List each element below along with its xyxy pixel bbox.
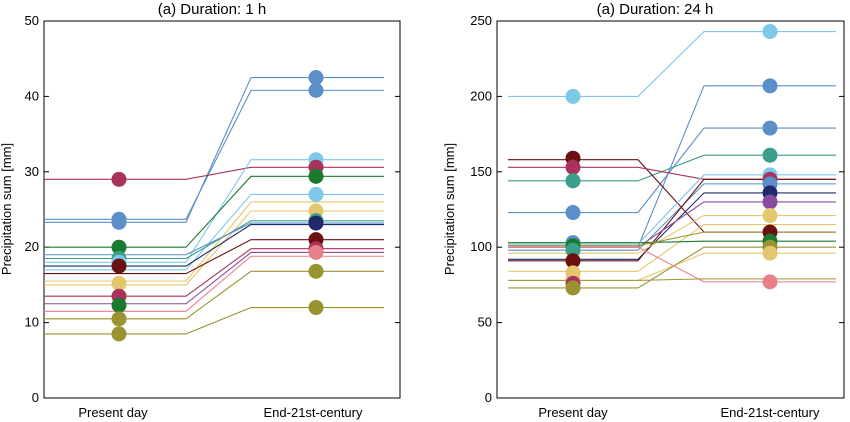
series-line [508,127,836,214]
y-tick-label: 20 [25,239,39,254]
y-tick-label: 50 [25,13,39,28]
x-tick-label-future: End-21st-century [264,405,363,420]
data-point-future [308,70,324,86]
data-point-future [308,215,324,231]
series-line [508,246,836,283]
series-line [508,159,836,233]
series-line [508,154,836,182]
y-axis-label: Precipitation sum [mm] [442,143,457,275]
series-line [508,31,836,97]
plot-frame [496,20,845,399]
data-point-present [111,275,127,291]
y-axis-ticks: 0 50 100 150 200 250 [470,13,844,405]
chart-panel-1h: (a) Duration: 1 h Precipitation sum [mm]… [0,1,401,420]
chart-panel-24h: (a) Duration: 24 h Precipitation sum [mm… [442,1,845,420]
series-line [44,89,384,220]
y-tick-label: 250 [470,13,492,28]
data-point-present [565,280,581,296]
data-point-future [308,186,324,202]
series-line [508,278,836,281]
data-point-future [762,120,778,136]
data-point-present [111,297,127,313]
data-point-present [565,173,581,189]
data-point-present [111,326,127,342]
x-tick-label-future: End-21st-century [721,405,820,420]
data-point-present [565,253,581,269]
data-point-present [565,88,581,104]
series-line [44,222,384,256]
data-point-future [762,274,778,290]
series-markers [565,24,778,296]
series-line [508,183,836,251]
data-point-future [308,82,324,98]
data-point-future [762,194,778,210]
series-lines [508,31,836,289]
series-line [44,166,384,180]
data-point-future [762,24,778,40]
y-tick-label: 150 [470,164,492,179]
plot-frame [43,20,401,399]
series-line [44,77,384,223]
data-point-future [762,78,778,94]
data-point-present [111,211,127,227]
y-tick-label: 40 [25,88,39,103]
y-tick-label: 100 [470,239,492,254]
x-tick-label-present: Present day [78,405,148,420]
y-axis-label: Precipitation sum [mm] [0,143,14,275]
y-axis-ticks: 0 10 20 30 40 50 [25,13,400,405]
data-point-present [565,205,581,221]
y-tick-label: 50 [478,315,492,330]
series-line [508,85,836,248]
chart-title: (a) Duration: 24 h [597,1,714,18]
series-line [44,224,384,267]
y-tick-label: 0 [32,390,39,405]
data-point-present [111,239,127,255]
data-point-present [111,311,127,327]
data-point-present [565,159,581,175]
y-tick-label: 30 [25,164,39,179]
data-point-future [308,300,324,316]
data-point-future [762,245,778,261]
y-tick-label: 200 [470,88,492,103]
data-point-present [111,258,127,274]
y-tick-label: 0 [485,390,492,405]
data-point-present [111,171,127,187]
series-line [508,192,836,260]
chart-title: (a) Duration: 1 h [158,1,266,18]
data-point-future [308,263,324,279]
series-markers [111,70,324,342]
data-point-future [762,208,778,224]
data-point-future [308,244,324,260]
y-tick-label: 10 [25,315,39,330]
series-line [508,178,836,262]
data-point-future [762,147,778,163]
data-point-future [308,168,324,184]
series-line [508,240,836,244]
data-point-present [565,242,581,258]
series-line [44,255,384,312]
series-lines [44,77,384,335]
x-tick-label-present: Present day [538,405,608,420]
